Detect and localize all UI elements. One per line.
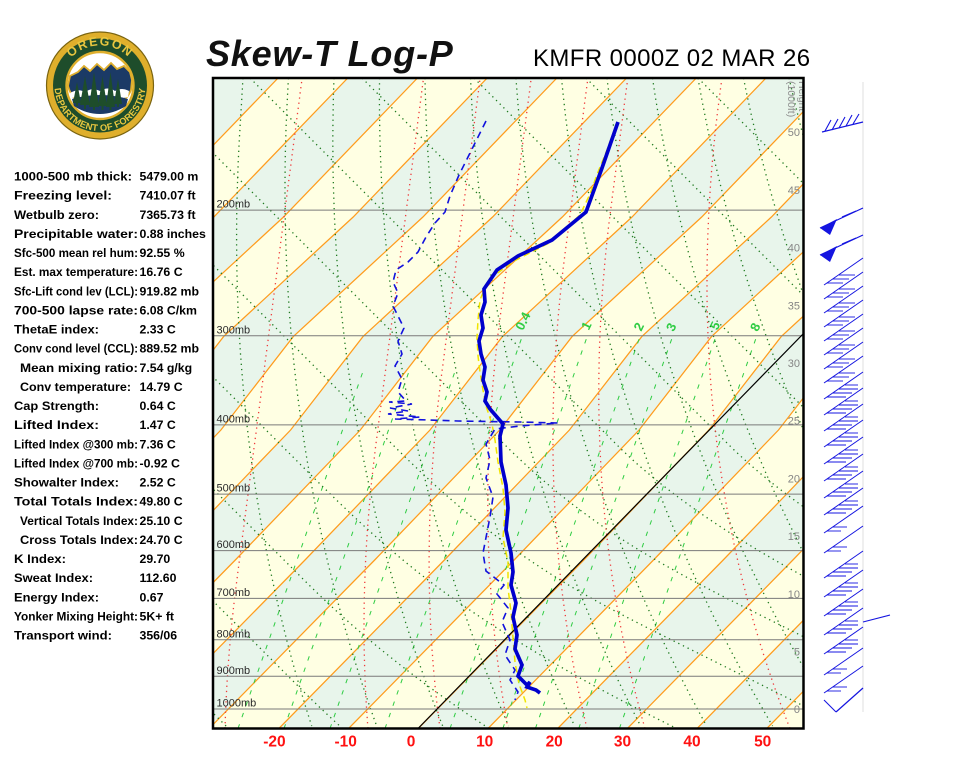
svg-text:7365.73 ft: 7365.73 ft bbox=[140, 208, 196, 222]
svg-text:Mean mixing ratio:: Mean mixing ratio: bbox=[20, 361, 138, 375]
svg-text:Freezing level:: Freezing level: bbox=[14, 189, 112, 203]
svg-text:-20: -20 bbox=[263, 734, 285, 751]
svg-text:10: 10 bbox=[476, 734, 493, 751]
svg-text:Total Totals Index:: Total Totals Index: bbox=[14, 495, 138, 509]
svg-text:Skew-T Log-P: Skew-T Log-P bbox=[206, 33, 454, 74]
svg-text:7.36 C: 7.36 C bbox=[140, 437, 176, 451]
svg-text:200mb: 200mb bbox=[217, 199, 251, 211]
svg-text:Sweat Index:: Sweat Index: bbox=[14, 571, 93, 585]
svg-text:5K+ ft: 5K+ ft bbox=[140, 610, 175, 624]
svg-text:Transport wind:: Transport wind: bbox=[14, 629, 112, 643]
svg-text:900mb: 900mb bbox=[217, 665, 251, 677]
svg-text:600mb: 600mb bbox=[217, 539, 251, 551]
svg-text:(1000ft): (1000ft) bbox=[785, 81, 797, 117]
svg-text:16.76 C: 16.76 C bbox=[140, 265, 183, 279]
svg-text:29.70: 29.70 bbox=[140, 552, 171, 566]
svg-text:2.33 C: 2.33 C bbox=[140, 323, 176, 337]
svg-text:0.4: 0.4 bbox=[512, 309, 534, 333]
svg-text:Yonker Mixing Height:: Yonker Mixing Height: bbox=[14, 610, 138, 624]
svg-text:Sfc-Lift cond lev (LCL):: Sfc-Lift cond lev (LCL): bbox=[14, 284, 138, 298]
svg-text:30: 30 bbox=[788, 358, 800, 370]
svg-text:Wetbulb zero:: Wetbulb zero: bbox=[14, 208, 99, 222]
svg-text:50: 50 bbox=[788, 127, 800, 139]
svg-text:14.79 C: 14.79 C bbox=[140, 380, 183, 394]
svg-text:Conv cond level (CCL):: Conv cond level (CCL): bbox=[14, 342, 138, 356]
svg-text:7410.07 ft: 7410.07 ft bbox=[140, 189, 196, 203]
svg-text:0: 0 bbox=[407, 734, 416, 751]
svg-text:Cap Strength:: Cap Strength: bbox=[14, 399, 99, 413]
svg-text:1.47 C: 1.47 C bbox=[140, 418, 176, 432]
svg-text:Conv temperature:: Conv temperature: bbox=[20, 380, 131, 394]
svg-text:2.52 C: 2.52 C bbox=[140, 476, 176, 490]
svg-text:112.60: 112.60 bbox=[140, 571, 177, 585]
svg-text:0.64 C: 0.64 C bbox=[140, 399, 176, 413]
svg-text:30: 30 bbox=[614, 734, 631, 751]
svg-text:49.80 C: 49.80 C bbox=[140, 495, 183, 509]
svg-text:0.67: 0.67 bbox=[140, 590, 164, 604]
svg-text:500mb: 500mb bbox=[217, 483, 251, 495]
svg-text:Height: Height bbox=[796, 81, 808, 111]
svg-text:40: 40 bbox=[788, 243, 800, 255]
svg-text:700mb: 700mb bbox=[217, 587, 251, 599]
svg-text:-0.92 C: -0.92 C bbox=[140, 456, 180, 470]
svg-text:40: 40 bbox=[683, 734, 700, 751]
svg-text:1000mb: 1000mb bbox=[217, 698, 257, 710]
svg-text:10: 10 bbox=[788, 589, 800, 601]
svg-text:Sfc-500 mean rel hum:: Sfc-500 mean rel hum: bbox=[14, 246, 138, 260]
svg-text:Precipitable water:: Precipitable water: bbox=[14, 227, 138, 241]
svg-text:Vertical Totals Index:: Vertical Totals Index: bbox=[20, 514, 138, 528]
svg-text:Est. max temperature:: Est. max temperature: bbox=[14, 265, 138, 279]
svg-text:20: 20 bbox=[546, 734, 563, 751]
svg-text:20: 20 bbox=[788, 473, 800, 485]
svg-text:KMFR 0000Z 02 MAR 26: KMFR 0000Z 02 MAR 26 bbox=[533, 45, 810, 72]
svg-text:25.10 C: 25.10 C bbox=[140, 514, 183, 528]
svg-text:35: 35 bbox=[788, 300, 800, 312]
svg-text:5479.00 m: 5479.00 m bbox=[140, 170, 199, 184]
svg-text:5: 5 bbox=[794, 647, 800, 659]
svg-text:919.82 mb: 919.82 mb bbox=[140, 284, 199, 298]
svg-text:Lifted Index @300 mb:: Lifted Index @300 mb: bbox=[14, 437, 138, 451]
svg-text:25: 25 bbox=[788, 416, 800, 428]
svg-text:K Index:: K Index: bbox=[14, 552, 66, 566]
svg-text:356/06: 356/06 bbox=[140, 629, 178, 643]
svg-text:0.88 inches: 0.88 inches bbox=[140, 227, 206, 241]
svg-text:15: 15 bbox=[788, 531, 800, 543]
svg-text:45: 45 bbox=[788, 185, 800, 197]
svg-text:1000-500 mb thick:: 1000-500 mb thick: bbox=[14, 170, 132, 184]
svg-text:300mb: 300mb bbox=[217, 324, 251, 336]
svg-text:24.70 C: 24.70 C bbox=[140, 533, 183, 547]
svg-text:Lifted Index:: Lifted Index: bbox=[14, 418, 99, 432]
svg-text:0: 0 bbox=[794, 704, 800, 716]
svg-text:Showalter Index:: Showalter Index: bbox=[14, 476, 119, 490]
svg-text:Cross Totals Index:: Cross Totals Index: bbox=[20, 533, 138, 547]
svg-text:92.55 %: 92.55 % bbox=[140, 246, 185, 260]
svg-text:700-500 lapse rate:: 700-500 lapse rate: bbox=[14, 303, 138, 317]
svg-text:400mb: 400mb bbox=[217, 413, 251, 425]
svg-text:889.52 mb: 889.52 mb bbox=[140, 342, 199, 356]
svg-text:6.08 C/km: 6.08 C/km bbox=[140, 303, 197, 317]
svg-text:7.54 g/kg: 7.54 g/kg bbox=[140, 361, 193, 375]
svg-text:50: 50 bbox=[754, 734, 771, 751]
svg-text:ThetaE index:: ThetaE index: bbox=[14, 323, 99, 337]
svg-text:Lifted Index @700 mb:: Lifted Index @700 mb: bbox=[14, 456, 138, 470]
svg-text:800mb: 800mb bbox=[217, 628, 251, 640]
svg-text:Energy Index:: Energy Index: bbox=[14, 590, 99, 604]
svg-text:-10: -10 bbox=[334, 734, 356, 751]
